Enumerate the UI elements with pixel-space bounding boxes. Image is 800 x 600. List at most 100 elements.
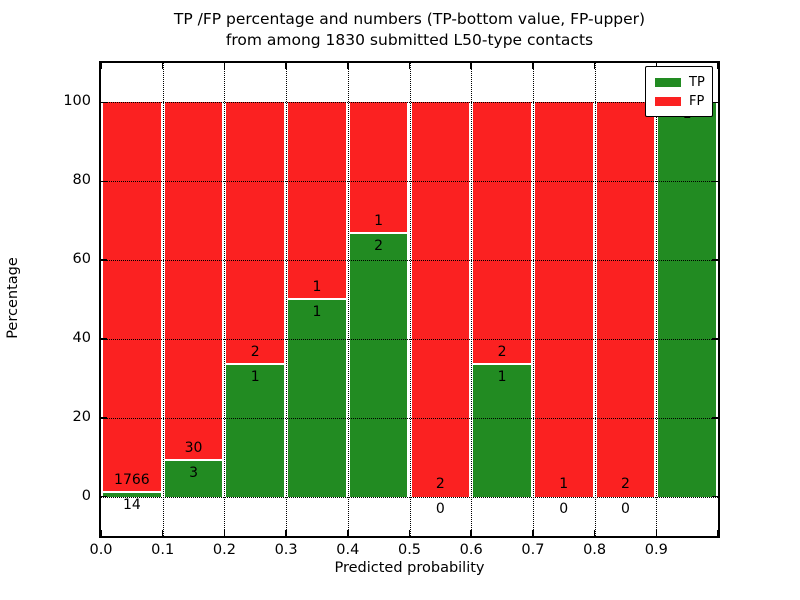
y-tick-label: 40	[72, 329, 91, 346]
x-tick-label: 0.8	[583, 542, 607, 558]
bar-segment-tp	[226, 365, 285, 497]
gridline-vertical	[162, 63, 164, 536]
tp-count-label: 3	[189, 464, 198, 481]
x-tick-label: 0.7	[521, 542, 545, 558]
gridline-horizontal	[101, 338, 718, 340]
legend-label: TP	[689, 75, 705, 90]
y-tick-mark	[712, 338, 718, 340]
bar-segment-fp	[411, 102, 470, 497]
tp-count-label: 14	[122, 497, 141, 514]
y-tick-label: 80	[72, 172, 91, 189]
y-tick-label: 100	[63, 93, 91, 110]
x-tick-label: 0.6	[459, 542, 483, 558]
x-tick-mark	[593, 63, 596, 69]
bar-segment-fp	[226, 102, 285, 366]
tp-count-label: 0	[620, 500, 630, 517]
x-tick-label: 0.1	[151, 542, 175, 558]
y-tick-mark	[712, 417, 718, 419]
gridline-horizontal	[101, 496, 718, 498]
tp-count-label: 2	[374, 237, 384, 254]
x-tick-mark	[100, 530, 102, 536]
fp-count-label: 2	[620, 475, 630, 492]
x-tick-mark	[593, 530, 596, 536]
legend-swatch-fp	[655, 97, 681, 106]
y-tick-mark	[712, 101, 718, 104]
bar-segment-tp	[349, 233, 408, 497]
chart-title-line2: from among 1830 submitted L50-type conta…	[225, 31, 594, 49]
y-tick-mark	[101, 417, 107, 419]
y-tick-mark	[712, 495, 718, 498]
fp-count-label: 2	[497, 344, 507, 361]
x-tick-mark	[408, 63, 411, 69]
x-tick-label: 0.3	[274, 542, 298, 558]
y-axis-label: Percentage	[5, 257, 21, 339]
y-tick-mark	[712, 259, 718, 261]
fp-count-label: 2	[250, 344, 260, 361]
y-tick-mark	[101, 495, 107, 498]
plot-area: TP FP 0.0 0.1 0.2 0.3 0.4 0.5 0.6 0.7 0.8 0.9 0 20 40…	[63, 61, 720, 558]
tp-count-label: 0	[435, 500, 445, 517]
bar-segment-fp	[349, 102, 408, 234]
tp-count-label: 1	[497, 369, 507, 386]
x-tick-label: 0.9	[644, 542, 668, 558]
y-tick-mark	[101, 180, 107, 182]
bar-segment-tp	[288, 299, 346, 497]
bar-segment-tp	[658, 102, 716, 497]
bar-segment-fp	[164, 102, 223, 461]
x-tick-mark	[223, 530, 226, 536]
y-tick-label: 20	[72, 408, 91, 425]
x-tick-mark	[347, 63, 349, 69]
bar-segment-fp	[288, 102, 346, 300]
bar-segment-tp	[103, 493, 161, 497]
bar-segment-fp	[103, 102, 161, 494]
gridline-vertical	[224, 63, 226, 536]
gridline-horizontal	[101, 102, 718, 104]
legend: TP FP	[645, 66, 713, 117]
tp-count-label: 0	[559, 500, 569, 517]
x-tick-mark	[347, 530, 349, 536]
tp-count-label: 1	[312, 303, 322, 320]
y-tick-mark	[101, 101, 107, 104]
legend-entry: FP	[655, 94, 705, 109]
x-tick-label: 0.4	[336, 542, 360, 558]
bar-segment-fp	[596, 102, 655, 497]
chart-title-line1: TP /FP percentage and numbers (TP-bottom…	[173, 10, 646, 28]
x-tick-mark	[223, 63, 226, 69]
x-tick-mark	[717, 63, 719, 69]
gridline-vertical	[471, 63, 473, 536]
y-tick-mark	[712, 180, 718, 182]
fp-count-label: 1766	[114, 472, 150, 489]
y-tick-label: 0	[81, 487, 91, 504]
gridline-horizontal	[101, 260, 718, 262]
x-tick-mark	[408, 530, 411, 536]
gridline-horizontal	[101, 181, 718, 183]
chart-title: TP /FP percentage and numbers (TP-bottom…	[99, 9, 720, 51]
legend-entry: TP	[655, 75, 705, 90]
x-tick-mark	[161, 63, 164, 69]
x-tick-mark	[717, 530, 719, 536]
y-tick-label: 60	[72, 251, 91, 268]
gridline-vertical	[409, 63, 411, 536]
fp-count-label: 2	[435, 475, 445, 492]
fp-count-label: 1	[374, 212, 384, 229]
gridline-vertical	[656, 63, 658, 536]
tp-count-label: 1	[250, 369, 260, 386]
bar-segment-tp	[473, 365, 531, 497]
x-tick-mark	[161, 530, 164, 536]
legend-label: FP	[689, 94, 705, 109]
x-axis-label: Predicted probability	[334, 560, 485, 576]
bar-segment-tp	[164, 460, 223, 497]
gridline-vertical	[594, 63, 596, 536]
x-tick-label: 0.0	[89, 542, 113, 558]
y-tick-mark	[101, 259, 107, 261]
fp-count-label: 1	[312, 278, 322, 295]
gridline-vertical	[347, 63, 349, 536]
x-tick-mark	[470, 63, 472, 69]
bar-segment-fp	[534, 102, 593, 497]
x-tick-mark	[470, 530, 472, 536]
x-tick-mark	[532, 63, 534, 69]
x-tick-mark	[285, 530, 287, 536]
x-tick-label: 0.2	[212, 542, 236, 558]
gridline-horizontal	[101, 417, 718, 419]
